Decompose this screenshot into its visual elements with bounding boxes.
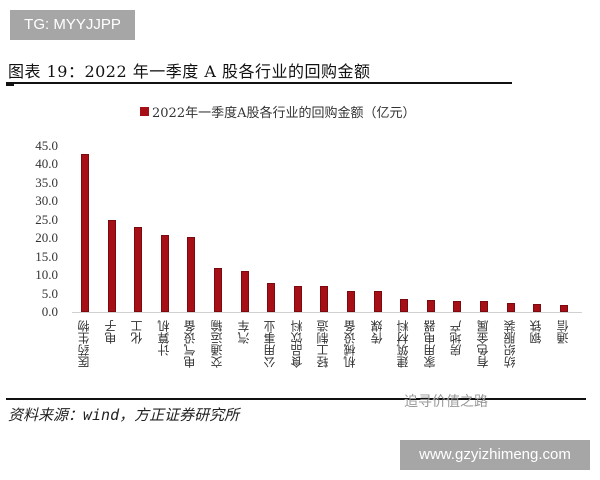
y-tick-label: 5.0 (41, 285, 58, 301)
y-tick-label: 20.0 (35, 230, 58, 246)
watermark-top: TG: MYYJJPP (10, 10, 135, 40)
bar (533, 303, 542, 312)
y-tick-label: 10.0 (35, 267, 58, 283)
x-tick-label: 钢铁 (529, 320, 544, 344)
bar (160, 234, 169, 312)
x-tick-label: 建筑材料 (396, 320, 411, 368)
x-tick-label: 化工 (130, 320, 145, 344)
bar (267, 283, 276, 312)
x-tick-label: 传媒 (369, 320, 384, 344)
source-note: 资料来源：wind，方正证券研究所 (8, 406, 240, 424)
wechat-watermark: 追寻价值之路 (404, 394, 488, 410)
y-tick-label: 40.0 (35, 156, 58, 172)
title-rule (6, 82, 512, 84)
x-tick-label: 汽车 (236, 320, 251, 344)
bar (187, 237, 196, 312)
x-tick-label: 电子 (103, 320, 118, 344)
bar (134, 227, 143, 312)
bar (293, 286, 302, 312)
y-tick-label: 45.0 (35, 138, 58, 153)
x-tick-label: 公用事业 (263, 320, 278, 368)
bar (107, 219, 116, 312)
x-tick-label: 有色金属 (476, 320, 490, 368)
bar (373, 290, 382, 312)
y-tick-label: 15.0 (35, 248, 58, 264)
x-axis (72, 312, 582, 313)
legend-label: 2022年一季度A股各行业的回购金额（亿元） (152, 106, 416, 121)
bar (453, 300, 462, 312)
bar (214, 267, 222, 312)
bar (559, 304, 568, 312)
x-tick-label: 电气设备 (183, 320, 198, 368)
title-rule-accent (6, 82, 14, 86)
bar (400, 299, 409, 312)
bar (320, 286, 329, 312)
x-tick-label: 纺织服装 (502, 320, 517, 368)
x-tick-label: 家用电器 (422, 320, 437, 368)
y-tick-label: 30.0 (35, 193, 58, 209)
bar (480, 300, 488, 312)
x-tick-label: 食品饮料 (289, 320, 304, 368)
bar (426, 299, 435, 312)
x-tick-label: 通信 (555, 320, 570, 344)
watermark-url: www.gzyizhimeng.com (400, 440, 590, 470)
bar (240, 271, 249, 312)
x-tick-label: 交通运输 (210, 320, 224, 368)
legend: 2022年一季度A股各行业的回购金额（亿元） (140, 102, 415, 121)
bar (347, 290, 355, 312)
x-tick-label: 医药生物 (77, 320, 91, 368)
y-tick-label: 35.0 (35, 174, 58, 190)
source-rule (6, 398, 586, 400)
bar (506, 303, 515, 312)
x-tick-label: 房地产 (449, 320, 464, 356)
x-tick-label: 轻工制造 (316, 320, 331, 368)
y-tick-label: 0.0 (41, 304, 58, 319)
x-tick-label: 机械设备 (343, 320, 357, 368)
y-tick-label: 25.0 (35, 211, 58, 227)
figure-title: 图表 19：2022 年一季度 A 股各行业的回购金额 (8, 62, 371, 81)
bar (81, 154, 89, 312)
legend-swatch-icon (140, 107, 149, 116)
x-tick-label: 计算机 (156, 320, 171, 356)
